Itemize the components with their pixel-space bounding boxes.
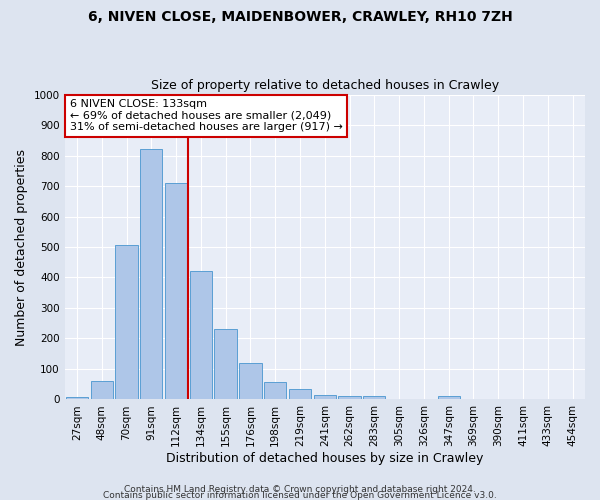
Bar: [91, 381, 113, 400]
Bar: [437, 396, 460, 400]
Text: 6 NIVEN CLOSE: 133sqm
← 69% of detached houses are smaller (2,049)
31% of semi-d: 6 NIVEN CLOSE: 133sqm ← 69% of detached …: [70, 99, 343, 132]
Bar: [214, 330, 237, 400]
X-axis label: Distribution of detached houses by size in Crawley: Distribution of detached houses by size …: [166, 452, 484, 465]
Bar: [264, 382, 286, 400]
Text: Contains public sector information licensed under the Open Government Licence v3: Contains public sector information licen…: [103, 490, 497, 500]
Title: Size of property relative to detached houses in Crawley: Size of property relative to detached ho…: [151, 79, 499, 92]
Bar: [338, 396, 361, 400]
Bar: [165, 183, 187, 400]
Bar: [140, 150, 163, 400]
Text: 6, NIVEN CLOSE, MAIDENBOWER, CRAWLEY, RH10 7ZH: 6, NIVEN CLOSE, MAIDENBOWER, CRAWLEY, RH…: [88, 10, 512, 24]
Bar: [190, 272, 212, 400]
Bar: [239, 363, 262, 400]
Y-axis label: Number of detached properties: Number of detached properties: [15, 148, 28, 346]
Text: Contains HM Land Registry data © Crown copyright and database right 2024.: Contains HM Land Registry data © Crown c…: [124, 484, 476, 494]
Bar: [363, 396, 385, 400]
Bar: [289, 389, 311, 400]
Bar: [115, 246, 137, 400]
Bar: [314, 395, 336, 400]
Bar: [66, 397, 88, 400]
